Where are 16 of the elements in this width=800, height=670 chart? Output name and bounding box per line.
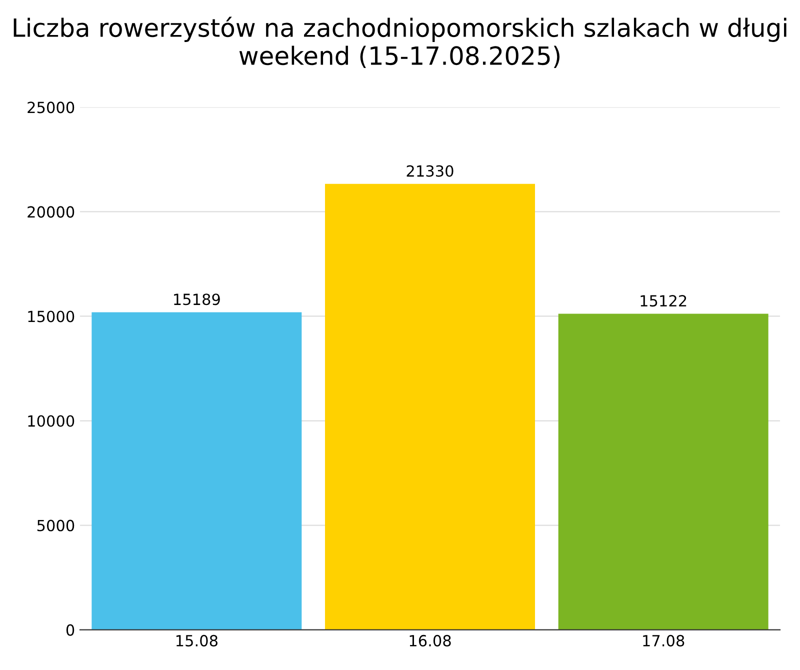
data-label: 15122 [640, 295, 686, 307]
bar [92, 312, 302, 630]
y-tick-label: 0 [66, 624, 74, 636]
x-tick-label: 17.08 [643, 634, 684, 646]
y-tick-label: 20000 [28, 206, 74, 218]
y-tick-label: 5000 [37, 520, 74, 532]
x-tick-label: 16.08 [410, 634, 451, 646]
chart-title: Liczba rowerzystów na zachodniopomorskich szlakach w długi weekend (15-17.08.2025) [14, 16, 786, 68]
data-label: 15189 [174, 294, 220, 306]
bar [325, 184, 535, 630]
y-tick-label: 10000 [28, 415, 74, 427]
y-tick-label: 15000 [28, 310, 74, 322]
data-label: 21330 [406, 165, 454, 177]
y-tick-label: 25000 [28, 102, 74, 114]
x-tick-label: 15.08 [176, 634, 218, 646]
bar [558, 314, 768, 630]
